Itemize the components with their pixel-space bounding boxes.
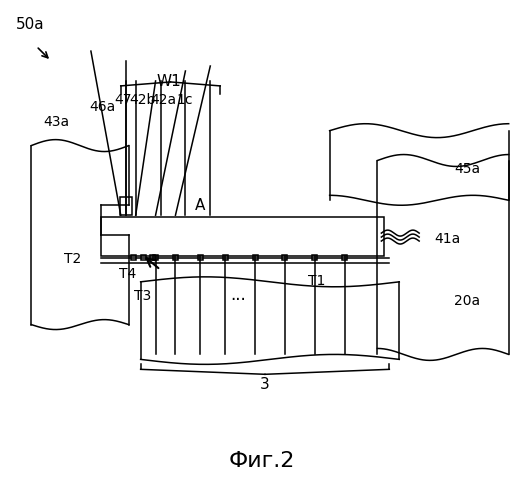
Text: 42a: 42a — [151, 93, 176, 107]
Bar — [131, 256, 136, 260]
Bar — [153, 256, 158, 260]
Text: W1: W1 — [156, 74, 181, 89]
Text: 43a: 43a — [43, 114, 69, 128]
Text: T3: T3 — [134, 288, 151, 302]
Bar — [253, 256, 258, 260]
Bar — [223, 256, 228, 260]
Bar — [312, 256, 317, 260]
Bar — [141, 256, 146, 260]
Text: 45a: 45a — [454, 162, 480, 176]
Text: ...: ... — [230, 286, 246, 304]
Text: 1c: 1c — [176, 93, 193, 107]
Bar — [173, 256, 178, 260]
Bar — [198, 256, 203, 260]
Text: 47: 47 — [114, 93, 131, 107]
Text: T1: T1 — [308, 274, 325, 288]
Text: 42b: 42b — [130, 93, 156, 107]
Text: 3: 3 — [260, 377, 270, 392]
Bar — [282, 256, 287, 260]
Text: 20a: 20a — [454, 294, 480, 308]
Bar — [342, 256, 347, 260]
Text: T2: T2 — [64, 252, 81, 266]
Bar — [120, 198, 132, 215]
Text: Фиг.2: Фиг.2 — [229, 451, 295, 471]
Text: 46a: 46a — [90, 100, 116, 114]
Text: T4: T4 — [119, 267, 136, 281]
Bar — [101, 217, 384, 256]
Text: A: A — [195, 198, 206, 213]
Text: 50a: 50a — [16, 17, 45, 32]
Text: 41a: 41a — [434, 232, 460, 246]
Bar — [150, 256, 155, 260]
